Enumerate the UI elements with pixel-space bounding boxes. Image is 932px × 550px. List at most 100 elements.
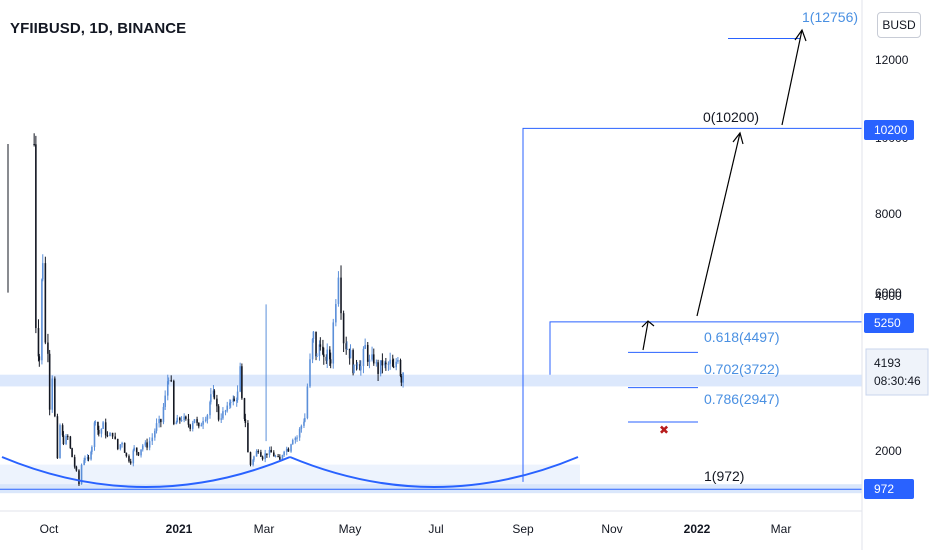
candle-body bbox=[84, 458, 86, 461]
candle-body bbox=[290, 444, 292, 452]
candle-body bbox=[176, 417, 179, 423]
candle-body bbox=[371, 354, 373, 360]
candle-body bbox=[309, 359, 311, 387]
candle-body bbox=[202, 420, 204, 425]
candle-body bbox=[277, 456, 279, 458]
candle-body bbox=[144, 442, 147, 446]
price-tag-label-10200: 10200 bbox=[874, 123, 908, 137]
candle-body bbox=[391, 359, 394, 367]
candle-body bbox=[133, 447, 135, 451]
candle-body bbox=[180, 420, 183, 422]
candle-body bbox=[78, 470, 80, 485]
candle-body bbox=[146, 442, 148, 448]
x-tick-0: Oct bbox=[40, 522, 59, 536]
candle-body bbox=[322, 354, 325, 357]
candle-body bbox=[285, 448, 288, 452]
x-tick-3: May bbox=[339, 522, 362, 536]
candle-body bbox=[298, 428, 301, 438]
y-tick-8000: 8000 bbox=[875, 207, 902, 221]
candle-body bbox=[229, 402, 232, 404]
x-tick-5: Sep bbox=[512, 522, 534, 536]
candle-body bbox=[274, 456, 277, 458]
price-tag-5250 bbox=[864, 313, 914, 333]
arrow-3 bbox=[781, 29, 803, 126]
candle-body bbox=[200, 424, 203, 427]
candle-body bbox=[175, 422, 178, 425]
candle-body bbox=[71, 448, 73, 458]
stop-mark: ✖ bbox=[659, 423, 669, 437]
candle-body bbox=[264, 453, 266, 460]
candle-body bbox=[247, 422, 249, 453]
candle-body bbox=[253, 456, 255, 460]
candle-body bbox=[62, 435, 65, 445]
candle-body bbox=[48, 353, 51, 410]
symbol-title: YFIIBUSD, 1D, BINANCE bbox=[10, 20, 187, 37]
support-zone bbox=[0, 374, 862, 387]
candle-body bbox=[41, 279, 43, 361]
candle-body bbox=[329, 359, 332, 364]
candle-body bbox=[210, 394, 212, 403]
currency-button[interactable]: BUSD bbox=[877, 12, 921, 38]
candle-body bbox=[109, 432, 111, 437]
candle-body bbox=[87, 457, 90, 460]
fib-label-1: 0(10200) bbox=[703, 109, 759, 125]
candle-body bbox=[220, 418, 223, 420]
candle-body bbox=[332, 322, 335, 364]
candle-body bbox=[303, 421, 305, 426]
x-tick-1: 2021 bbox=[166, 522, 193, 536]
candle-body bbox=[158, 419, 160, 424]
zone-layer bbox=[0, 374, 862, 494]
candle-body bbox=[140, 449, 142, 456]
candle-body bbox=[322, 346, 324, 355]
candle-body bbox=[355, 364, 358, 366]
candle-body bbox=[196, 419, 198, 423]
candle-body bbox=[385, 362, 387, 365]
candle-body bbox=[296, 437, 298, 439]
candle-body bbox=[213, 390, 216, 399]
arrow-2 bbox=[696, 132, 741, 317]
candle-body bbox=[154, 430, 156, 438]
fib-label-5: 1(972) bbox=[704, 468, 744, 484]
candle-body bbox=[325, 356, 328, 361]
candle-body bbox=[362, 348, 365, 367]
candle-body bbox=[170, 380, 173, 382]
arrow-1 bbox=[642, 321, 649, 351]
candle-body bbox=[125, 452, 128, 457]
candle-body bbox=[375, 362, 378, 364]
candle-body bbox=[346, 348, 348, 350]
candle-body bbox=[387, 363, 390, 365]
candle-body bbox=[185, 416, 187, 419]
candle-body bbox=[128, 456, 130, 462]
arrow-1-head bbox=[641, 320, 655, 328]
candle-body bbox=[236, 391, 239, 400]
candle-body bbox=[255, 451, 258, 457]
candle-body bbox=[41, 263, 44, 280]
candle-body bbox=[47, 342, 49, 354]
candle-body bbox=[104, 422, 107, 436]
candle-body bbox=[97, 422, 99, 430]
candle-body bbox=[304, 418, 306, 422]
candle-body bbox=[179, 417, 181, 421]
candle-body bbox=[151, 437, 154, 442]
candle-body bbox=[392, 366, 395, 368]
resistance-5250 bbox=[549, 321, 862, 375]
candle-body bbox=[353, 364, 355, 374]
x-tick-2: Mar bbox=[254, 522, 275, 536]
candle-body bbox=[66, 436, 69, 438]
current-price-countdown: 08:30:46 bbox=[874, 374, 921, 388]
candle-body bbox=[360, 366, 362, 371]
candle-body bbox=[111, 432, 114, 437]
candle-body bbox=[399, 359, 402, 377]
candle-body bbox=[94, 422, 97, 424]
candle-body bbox=[56, 416, 59, 459]
candle-body bbox=[319, 344, 322, 347]
candle-body bbox=[312, 331, 315, 339]
candle-body bbox=[270, 449, 272, 453]
candle-body bbox=[83, 460, 85, 465]
candle-body bbox=[266, 453, 268, 455]
candle-body bbox=[379, 360, 382, 374]
candle-body bbox=[229, 402, 231, 406]
candle-body bbox=[356, 364, 359, 366]
arrow-2-head bbox=[732, 131, 744, 145]
